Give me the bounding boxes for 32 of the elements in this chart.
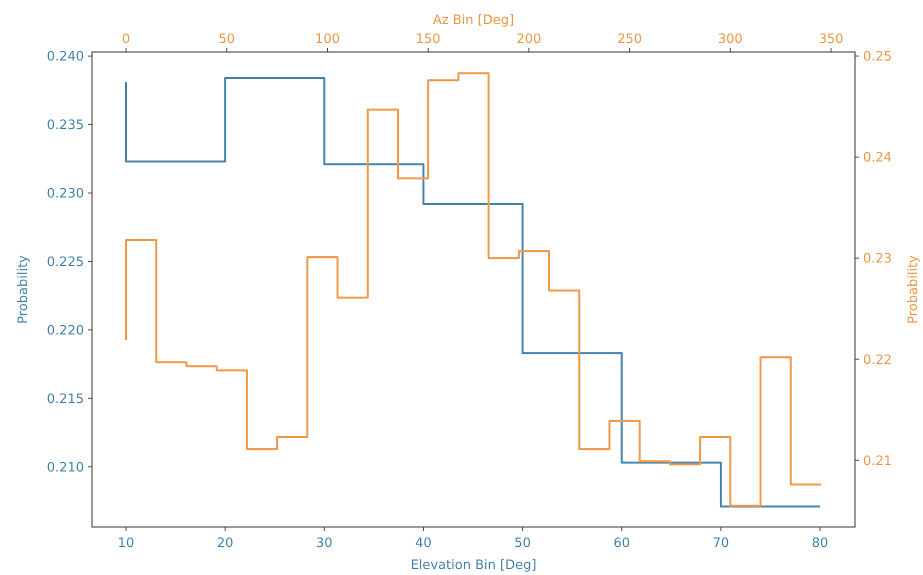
x-tick-label: 80 (812, 536, 828, 551)
y-axis-title: Probability (16, 254, 31, 324)
x-tick-label: 20 (216, 536, 234, 551)
x-tick-label: 200 (516, 32, 542, 47)
x-tick-label: 70 (712, 536, 730, 551)
x-tick-label: 40 (415, 536, 432, 551)
y-tick-label: 0.225 (46, 254, 84, 270)
y-tick-label: 0.22 (863, 352, 892, 368)
x-tick-label: 0 (122, 32, 130, 47)
x-tick-label: 350 (818, 32, 844, 47)
x-tick-label: 50 (218, 32, 236, 47)
y-tick-label: 0.210 (46, 460, 84, 476)
y-tick-label: 0.24 (863, 150, 892, 166)
y-tick-label: 0.240 (46, 50, 84, 65)
x-tick-label: 50 (514, 536, 531, 551)
x-axis-title: Elevation Bin [Deg] (410, 558, 536, 573)
y-tick-label: 0.235 (46, 118, 84, 134)
x-tick-label: 30 (316, 536, 333, 551)
y-tick-label: 0.23 (863, 252, 892, 267)
x-tick-label: 300 (718, 32, 743, 47)
x-axis-title: Az Bin [Deg] (432, 13, 514, 28)
x-tick-label: 10 (118, 536, 134, 551)
x-tick-label: 100 (315, 32, 340, 47)
x-tick-label: 150 (416, 32, 441, 47)
y-tick-label: 0.25 (863, 50, 892, 65)
x-tick-label: 250 (617, 32, 642, 47)
y-tick-label: 0.21 (863, 454, 892, 469)
y-tick-label: 0.215 (46, 392, 84, 407)
y-tick-label: 0.230 (46, 186, 84, 202)
y-tick-label: 0.220 (46, 323, 84, 338)
x-tick-label: 60 (613, 536, 630, 551)
y-axis-title: Probability (906, 254, 921, 324)
